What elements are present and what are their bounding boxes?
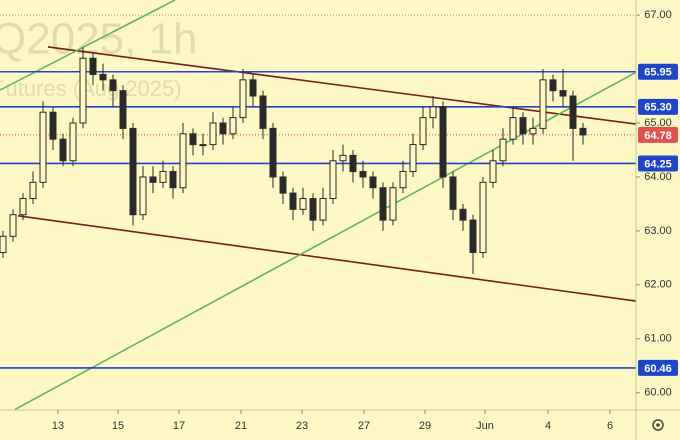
candle-body [99,73,107,81]
candle-body [489,160,497,183]
plot-area [0,0,636,410]
level-label: 65.95 [644,67,672,79]
candle-body [469,219,477,253]
x-tick-label: Jun [476,420,494,432]
level-label: 64.25 [644,158,672,170]
candle-body [39,111,47,183]
candle-body [249,79,257,97]
candle-body [0,235,7,253]
trend-line [47,46,636,125]
y-tick-label: 64.00 [644,171,672,183]
level-box [638,98,678,115]
candle-body [169,171,177,189]
candle-body [459,208,467,221]
candle-body [419,117,427,146]
level-box [638,155,678,172]
y-tick-label: 61.00 [644,333,672,345]
candle-body [509,117,517,140]
candle-body [269,127,277,178]
candle-body [289,192,297,210]
candle-body [539,79,547,129]
candle-body [219,122,227,135]
x-tick-label: 17 [173,420,185,432]
trend-line [17,214,636,302]
candle-body [129,127,137,216]
trend-line [0,0,176,91]
x-tick-label: 13 [52,420,64,432]
level-label: 65.30 [644,102,672,114]
candle-body [229,117,237,135]
x-tick-label: 27 [358,420,370,432]
y-tick-label: 65.00 [644,117,672,129]
y-tick-label: 60.00 [644,387,672,399]
y-tick-label: 63.00 [644,225,672,237]
y-tick-label: 67.00 [644,9,672,21]
candle-body [109,79,117,92]
candle-body [349,154,357,173]
x-tick-label: 23 [296,420,308,432]
candle-body [499,138,507,162]
candle-body [89,57,97,75]
candle-body [549,79,557,92]
candle-body [359,171,367,178]
candle-body [189,133,197,146]
candle-body [399,171,407,189]
candle-body [379,187,387,221]
level-box [638,359,678,376]
candle-body [429,106,437,119]
level-label: 60.46 [644,363,672,375]
candle-body [299,198,307,210]
candle-body [79,57,87,124]
candle-body [29,181,37,200]
candle-body [59,138,67,162]
last-price-box [638,126,678,143]
x-tick-label: 21 [235,420,247,432]
axes: 60.00 61.00 62.00 63.00 64.00 65.00 67.00 13 15 1… [52,9,678,432]
candle-body [569,95,577,129]
x-tick-label: 29 [419,420,431,432]
candle-body [439,106,447,178]
candle-body [449,176,457,210]
candle-body [529,127,537,135]
candle-body [329,160,337,200]
candle-body [209,122,217,146]
candle-body [179,133,187,189]
x-tick-label: 6 [607,420,613,432]
candle-body [149,176,157,183]
level-box [638,63,678,80]
candle-body [49,111,57,140]
x-tick-label: 15 [112,420,124,432]
candle-body [19,198,27,216]
x-tick-label: 4 [545,420,551,432]
candle-body [519,117,527,135]
candle-body [279,176,287,194]
candle-body [319,198,327,221]
candle-body [309,198,317,221]
last-price-label: 64.78 [644,130,672,142]
candle-body [409,144,417,173]
watermark-subtitle: Futures (Aug 2025) [0,76,182,101]
candle-body [139,176,147,216]
candle-body [239,79,247,119]
candle-body [159,171,167,183]
candle-body [479,181,487,253]
candle-body [69,122,77,162]
candle-body [339,154,347,162]
candle-body [389,187,397,221]
candle-body [119,90,127,129]
candle-body [199,144,207,147]
settings-icon[interactable] [652,419,664,431]
candle-body [559,90,567,97]
y-tick-label: 62.00 [644,279,672,291]
candle-body [369,176,377,189]
candle-body [259,95,267,129]
candle-body [9,214,17,237]
candle-body [579,127,587,136]
